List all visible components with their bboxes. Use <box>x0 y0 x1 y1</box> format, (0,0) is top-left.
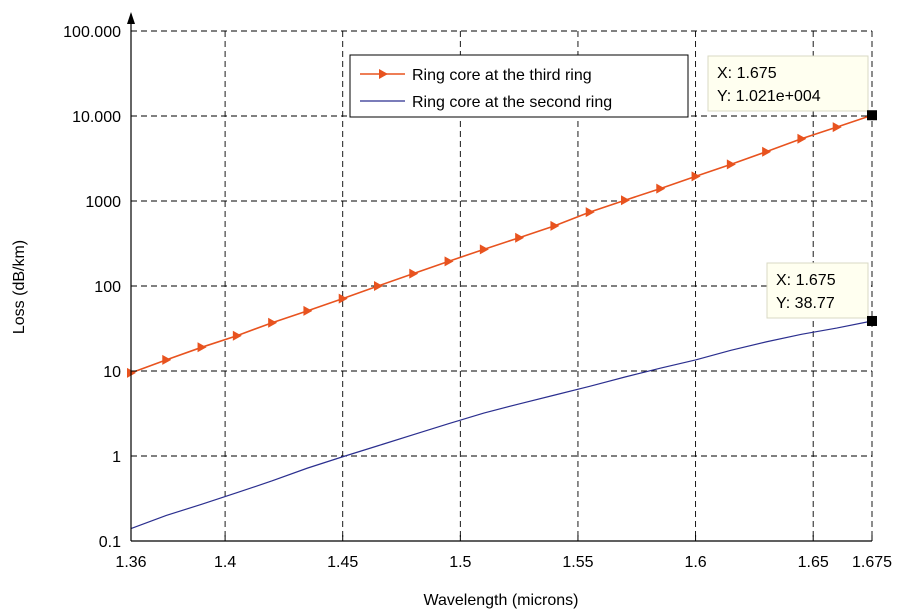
data-point-third-ring <box>409 268 419 279</box>
x-tick-label: 1.675 <box>852 554 892 571</box>
y-tick-label: 0.1 <box>99 534 121 551</box>
datatips: X: 1.675 Y: 1.021e+004 X: 1.675 Y: 38.77 <box>707 55 877 326</box>
y-tick-label: 10 <box>103 364 121 381</box>
datatip-1: X: 1.675 Y: 1.021e+004 <box>707 55 877 121</box>
datatip-box <box>707 55 869 112</box>
x-tick-label: 1.4 <box>214 554 236 571</box>
y-tick-label: 100 <box>94 279 121 296</box>
data-point-third-ring <box>726 159 736 170</box>
y-tick-label: 1 <box>112 449 121 466</box>
y-axis-arrowhead <box>127 12 135 24</box>
data-point-third-ring <box>479 244 489 255</box>
data-point-third-ring <box>338 293 348 304</box>
legend-marker-third-ring <box>379 69 388 79</box>
data-point-third-ring <box>797 133 807 144</box>
datatip-2: X: 1.675 Y: 38.77 <box>766 262 877 326</box>
y-tick-label: 100.000 <box>63 24 121 41</box>
data-point-third-ring <box>303 305 313 316</box>
y-tick-label: 10.000 <box>72 109 121 126</box>
x-axis-label: Wavelength (microns) <box>423 592 578 609</box>
series-layer <box>127 110 877 530</box>
legend-entry-second-ring: Ring core at the second ring <box>360 94 612 111</box>
data-point-third-ring <box>232 330 242 341</box>
data-point-third-ring <box>515 232 525 243</box>
x-tick-label: 1.6 <box>684 554 706 571</box>
datatip-marker <box>867 315 877 326</box>
x-tick-label: 1.45 <box>327 554 358 571</box>
y-axis-label: Loss (dB/km) <box>11 240 28 334</box>
datatip-y-text: Y: 1.021e+004 <box>717 88 821 105</box>
data-point-third-ring <box>621 195 630 206</box>
data-point-third-ring <box>550 220 560 231</box>
data-point-third-ring <box>162 354 172 365</box>
data-point-third-ring <box>762 146 772 157</box>
datatip-x-text: X: 1.675 <box>717 65 777 82</box>
data-point-third-ring <box>197 342 207 353</box>
x-tick-label: 1.65 <box>798 554 829 571</box>
data-point-third-ring <box>656 183 666 194</box>
x-tick-label: 1.5 <box>449 554 471 571</box>
data-point-third-ring <box>691 171 701 182</box>
datatip-x-text: X: 1.675 <box>776 272 836 289</box>
data-point-third-ring <box>374 281 383 291</box>
datatip-y-text: Y: 38.77 <box>776 295 835 312</box>
data-point-third-ring <box>268 317 278 328</box>
x-tick-label: 1.36 <box>115 554 146 571</box>
legend-label-third-ring: Ring core at the third ring <box>412 67 592 84</box>
series-line-third-ring <box>130 114 873 374</box>
legend-label-second-ring: Ring core at the second ring <box>412 94 612 111</box>
data-point-third-ring <box>444 256 454 267</box>
legend: Ring core at the third ring Ring core at… <box>349 54 689 118</box>
y-tick-label: 1000 <box>85 194 121 211</box>
data-point-third-ring <box>832 122 842 133</box>
legend-box <box>349 54 689 118</box>
data-point-third-ring <box>585 207 595 218</box>
series-line-second-ring <box>130 320 873 530</box>
tick-labels: 1.36 1.4 1.45 1.5 1.55 1.6 1.65 1.675 0.1 1 10 100 1… <box>63 24 892 571</box>
x-tick-label: 1.55 <box>562 554 593 571</box>
datatip-box <box>766 262 869 319</box>
datatip-marker <box>867 110 877 121</box>
legend-entry-third-ring: Ring core at the third ring <box>360 67 592 84</box>
